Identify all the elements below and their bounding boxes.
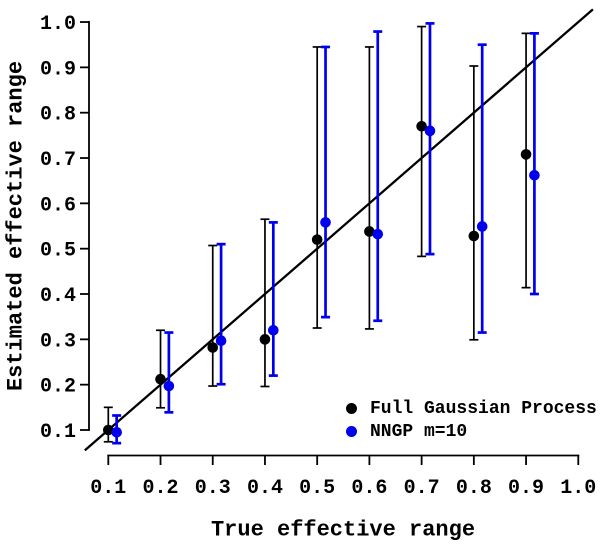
data-point-nngp-m-10 (163, 380, 175, 392)
data-point-nngp-m-10 (320, 217, 331, 228)
x-tick-label: 0.5 (299, 477, 335, 500)
y-tick-label: 0.3 (40, 330, 76, 353)
x-tick-label: 0.9 (508, 477, 544, 500)
legend-marker-black-dot (346, 403, 357, 414)
x-axis-title: True effective range (210, 517, 476, 543)
legend: Full Gaussian Process NNGP m=10 (346, 398, 597, 442)
data-point-nngp-m-10 (372, 228, 384, 240)
legend-item-full-gaussian-process: Full Gaussian Process (346, 398, 597, 419)
y-tick-label: 0.6 (40, 194, 76, 217)
data-point-full-gaussian-process (103, 424, 114, 436)
legend-marker-blue-dot (346, 426, 357, 437)
y-tick-label: 0.7 (40, 149, 76, 172)
x-tick-label: 0.2 (143, 477, 179, 500)
x-tick-label: 1.0 (560, 477, 596, 500)
data-point-nngp-m-10 (268, 324, 279, 336)
data-point-full-gaussian-process (259, 334, 271, 345)
data-point-full-gaussian-process (416, 120, 427, 132)
data-point-full-gaussian-process (468, 230, 480, 242)
y-tick-label: 0.9 (40, 58, 76, 81)
y-axis-title: Estimated effective range (3, 60, 29, 392)
x-tick-label: 0.3 (195, 477, 231, 500)
data-point-nngp-m-10 (215, 335, 227, 346)
y-tick-label: 1.0 (40, 13, 76, 36)
y-tick-label: 0.5 (40, 240, 76, 263)
data-point-nngp-m-10 (424, 125, 436, 137)
x-tick-label: 0.7 (404, 477, 440, 500)
y-tick-label: 0.2 (40, 376, 76, 399)
x-tick-label: 0.4 (247, 477, 283, 500)
x-tick-label: 0.8 (456, 477, 492, 500)
data-point-full-gaussian-process (207, 342, 219, 353)
y-tick-label: 0.4 (40, 285, 76, 308)
x-tick-label: 0.1 (90, 477, 126, 500)
legend-label-full-gaussian-process: Full Gaussian Process (370, 398, 597, 419)
y-tick-label: 0.8 (40, 104, 76, 127)
data-point-full-gaussian-process (155, 373, 166, 385)
data-point-full-gaussian-process (311, 234, 323, 245)
data-point-nngp-m-10 (111, 426, 122, 438)
legend-item-nngp-m10: NNGP m=10 (346, 421, 597, 442)
y-tick-label: 0.1 (40, 421, 76, 444)
data-point-full-gaussian-process (520, 149, 532, 160)
data-point-full-gaussian-process (364, 226, 375, 237)
data-point-nngp-m-10 (529, 169, 540, 181)
legend-label-nngp-m10: NNGP m=10 (370, 421, 468, 442)
data-point-nngp-m-10 (476, 221, 488, 232)
x-tick-label: 0.6 (351, 477, 387, 500)
